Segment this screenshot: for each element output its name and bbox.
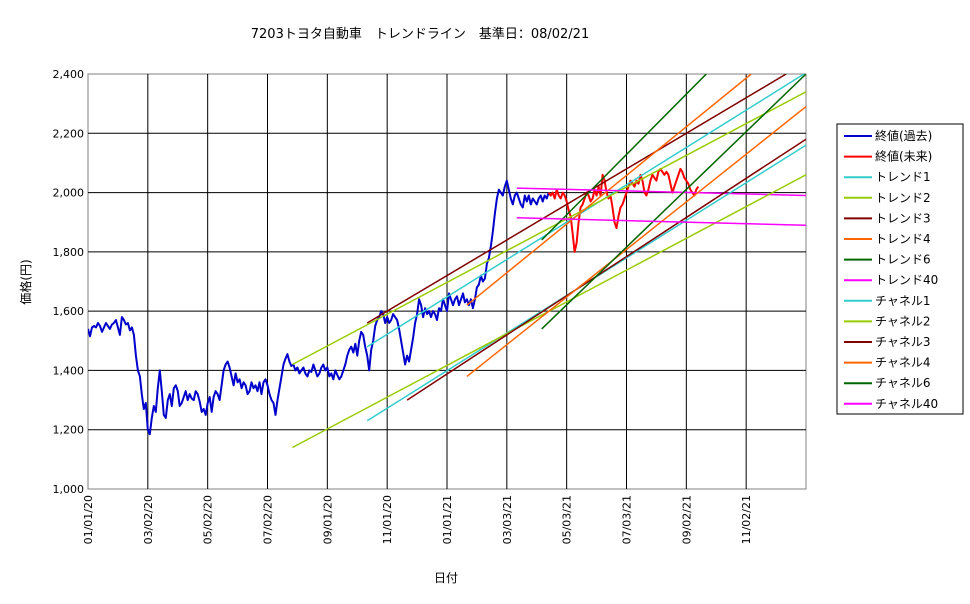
x-axis-title: 日付 bbox=[434, 571, 458, 585]
legend-label: トレンド3 bbox=[875, 211, 931, 225]
x-tick-label: 09/02/21 bbox=[680, 495, 693, 544]
y-axis-title: 価格(円) bbox=[18, 259, 33, 304]
series-line-2 bbox=[547, 167, 700, 253]
y-tick-label: 2,200 bbox=[53, 127, 85, 140]
x-tick-label: 05/03/21 bbox=[561, 495, 574, 544]
series-line-12 bbox=[466, 106, 806, 377]
series-line-14 bbox=[516, 217, 806, 226]
legend-label: チャネル4 bbox=[875, 356, 931, 370]
x-tick-label: 03/03/21 bbox=[501, 495, 514, 544]
y-tick-label: 1,400 bbox=[53, 364, 85, 377]
series-lines bbox=[88, 74, 806, 449]
x-axis-ticks: 01/01/20 03/02/20 05/02/20 07/02/20 09/01/20… bbox=[82, 495, 753, 544]
legend-label: チャネル1 bbox=[875, 294, 931, 308]
x-tick-label: 09/01/20 bbox=[321, 495, 334, 544]
series-line-6 bbox=[466, 74, 752, 306]
y-tick-label: 2,000 bbox=[53, 187, 85, 200]
y-tick-label: 2,400 bbox=[53, 68, 85, 81]
x-tick-label: 11/02/21 bbox=[740, 495, 753, 544]
legend-box bbox=[836, 123, 964, 415]
chart-title: 7203トヨタ自動車 トレンドライン 基準日：08/02/21 bbox=[251, 26, 589, 42]
legend-label: 終値(未来) bbox=[875, 149, 932, 164]
series-line-4 bbox=[292, 91, 806, 366]
y-tick-label: 1,600 bbox=[53, 305, 85, 318]
x-tick-label: 03/02/20 bbox=[142, 495, 155, 544]
legend-label: トレンド6 bbox=[875, 253, 931, 267]
legend-label: トレンド4 bbox=[875, 232, 931, 246]
series-line-3 bbox=[366, 74, 805, 348]
x-tick-label: 07/02/20 bbox=[262, 495, 275, 544]
legend-label: チャネル2 bbox=[875, 314, 931, 328]
x-tick-label: 01/01/20 bbox=[82, 495, 95, 544]
x-tick-label: 05/02/20 bbox=[202, 495, 215, 544]
legend-label: 終値(過去) bbox=[875, 128, 932, 143]
series-line-8 bbox=[516, 187, 806, 197]
y-axis-ticks: 1,000 1,200 1,400 1,600 1,800 2,000 2,200 2,400 bbox=[53, 68, 85, 496]
legend-label: トレンド40 bbox=[875, 273, 938, 287]
y-tick-label: 1,800 bbox=[53, 246, 85, 259]
y-tick-label: 1,000 bbox=[53, 483, 85, 496]
y-tick-label: 1,200 bbox=[53, 424, 85, 437]
series-line-7 bbox=[541, 74, 707, 241]
legend-label: チャネル3 bbox=[875, 335, 931, 349]
legend-label: チャネル6 bbox=[875, 376, 931, 390]
x-tick-label: 07/03/21 bbox=[621, 495, 634, 544]
legend-label: トレンド2 bbox=[875, 191, 931, 205]
x-tick-label: 01/01/21 bbox=[441, 495, 454, 544]
series-line-13 bbox=[541, 74, 806, 330]
series-line-11 bbox=[406, 138, 806, 401]
series-line-5 bbox=[366, 74, 787, 324]
legend-label: トレンド1 bbox=[875, 170, 931, 184]
series-line-1 bbox=[88, 179, 550, 436]
legend-label: チャネル40 bbox=[875, 397, 938, 411]
legend: 終値(過去) 終値(未来) トレンド1 トレンド2 トレンド3 トレンド4 トレンド6 トレン… bbox=[844, 128, 938, 411]
x-tick-label: 11/01/20 bbox=[381, 495, 394, 544]
